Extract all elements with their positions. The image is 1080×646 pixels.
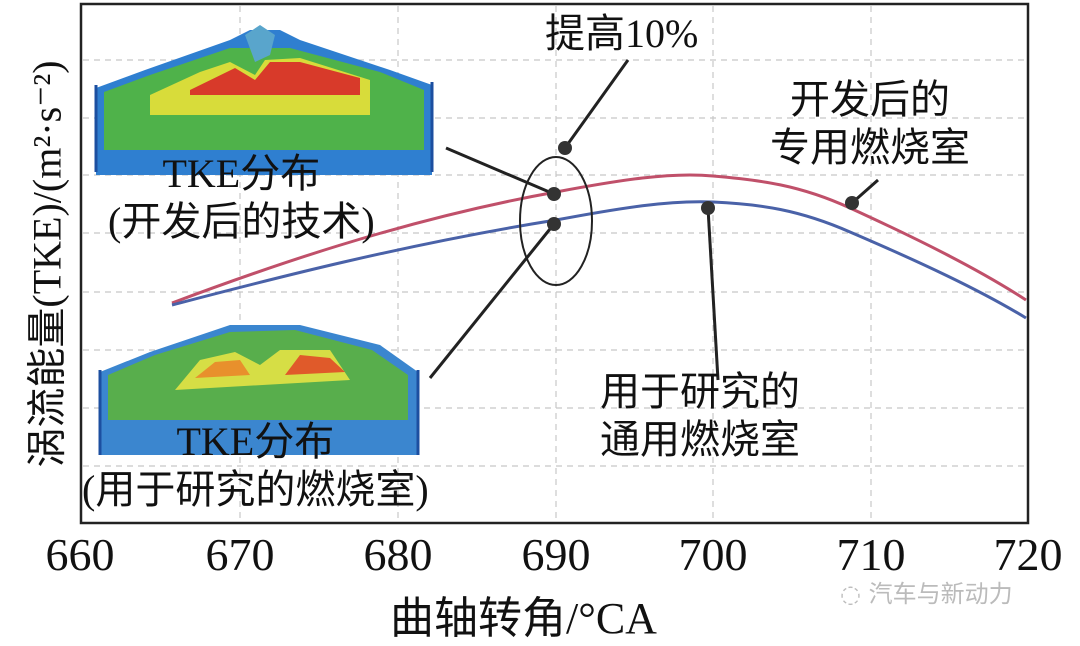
x-tick-720: 720	[993, 529, 1063, 580]
annotation-developed-chamber: 开发后的 专用燃烧室	[770, 77, 970, 170]
y-axis-label: 涡流能量(TKE)/(m²·s⁻²)	[25, 60, 70, 468]
x-tick-660: 660	[45, 529, 115, 580]
x-tick-690: 690	[521, 529, 591, 580]
x-tick-680: 680	[363, 529, 433, 580]
x-axis-label: 曲轴转角/°CA	[390, 594, 657, 643]
x-tick-670: 670	[205, 529, 275, 580]
annotation-dots	[547, 141, 859, 231]
annotation-research-chamber: 用于研究的 通用燃烧室	[600, 369, 800, 462]
x-tick-700: 700	[678, 529, 748, 580]
x-tick-710: 710	[836, 529, 906, 580]
plot-frame	[79, 2, 1030, 525]
annotation-tke-research: TKE分布 (用于研究的燃烧室)	[82, 419, 429, 512]
wechat-icon: ◌	[840, 580, 869, 608]
tke-image-developed	[94, 25, 434, 175]
improvement-ellipse	[519, 156, 593, 286]
watermark: ◌ 汽车与新动力	[840, 580, 1013, 608]
annotation-tke-developed: TKE分布 (开发后的技术)	[108, 151, 375, 244]
tke-image-research	[98, 325, 420, 455]
series-developed-chamber	[171, 173, 1027, 305]
series-research-chamber	[171, 200, 1027, 320]
annotation-improvement: 提高10%	[545, 11, 699, 56]
